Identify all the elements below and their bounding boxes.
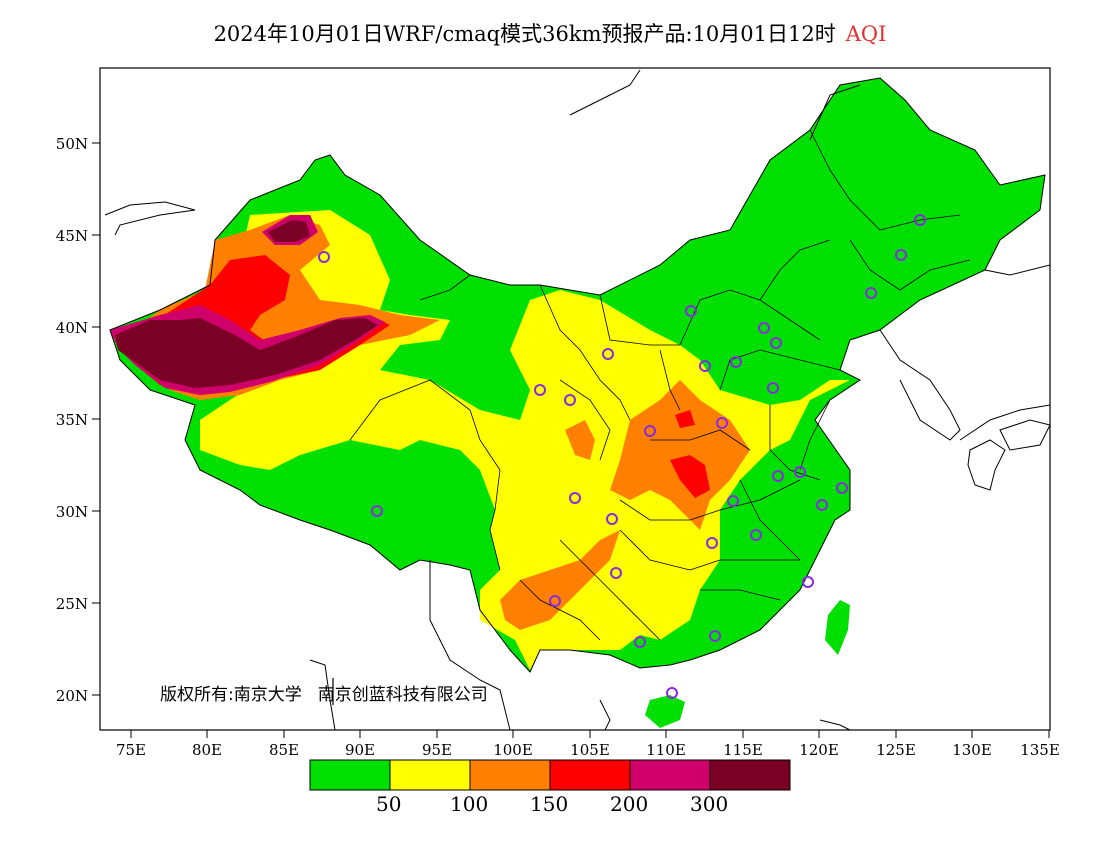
x-tick-label: 115E [723,741,763,759]
legend-label: 150 [530,792,569,816]
region-hainan [645,695,685,728]
x-tick-label: 80E [192,741,222,759]
y-axis [92,142,100,696]
region-usg-central [610,380,750,530]
station-marker [644,425,656,437]
station-marker [816,499,828,511]
station-marker [730,356,742,368]
region-usg-sichuan [565,420,595,460]
y-tick-label: 25N [56,595,88,613]
region-hazardous-north [268,220,310,242]
legend-colorbar [309,759,791,791]
x-axis [130,730,1050,738]
legend-swatch-good [309,759,391,791]
china-border [109,77,1046,673]
station-marker [610,567,622,579]
station-marker [716,417,728,429]
region-unhealthy-central [670,455,710,498]
station-marker [564,394,576,406]
x-tick-label: 120E [799,741,839,759]
title-quantity: AQI [845,22,887,46]
x-tick-label: 125E [876,741,916,759]
copyright: 版权所有:南京大学 南京创蓝科技有限公司 [160,680,488,705]
legend-label: 100 [450,792,489,816]
station-marker [318,251,330,263]
station-marker [606,513,618,525]
copyright-owner-2: 南京创蓝科技有限公司 [317,685,488,705]
x-tick-label: 130E [952,741,992,759]
y-tick-label: 45N [56,227,88,245]
y-tick-label: 30N [56,503,88,521]
region-usg-southwest [500,530,620,630]
station-marker [602,348,614,360]
station-marker [770,337,782,349]
title-main: 2024年10月01日WRF/cmaq模式36km预报产品:10月01日12时 [213,22,836,46]
x-tick-label: 95E [422,741,452,759]
station-marker [727,495,739,507]
station-marker [371,505,383,517]
legend-swatch-hazardous [709,759,791,791]
map-title: 2024年10月01日WRF/cmaq模式36km预报产品:10月01日12时 A… [0,18,1100,48]
station-marker [758,322,770,334]
station-marker [802,576,814,588]
station-marker [634,636,646,648]
legend-swatch-very-unhealthy [629,759,711,791]
legend-swatch-unhealthy [549,759,631,791]
station-marker [772,470,784,482]
station-marker [699,360,711,372]
y-tick-label: 40N [56,319,88,337]
x-tick-label: 75E [116,741,146,759]
y-tick-labels: 50N 45N 40N 35N 30N 25N 20N [56,135,88,705]
legend-swatch-moderate [389,759,471,791]
x-tick-labels: 75E 80E 85E 90E 95E 100E 105E 110E 115E … [116,741,1060,759]
legend-label: 300 [690,792,729,816]
station-marker [569,492,581,504]
map-frame [99,67,1051,731]
y-tick-label: 35N [56,411,88,429]
region-unhealthy-central2 [675,410,695,428]
region-taiwan [825,600,850,655]
region-hazardous [115,318,378,388]
legend-label: 50 [376,792,402,816]
station-marker [549,595,561,607]
y-tick-label: 50N [56,135,88,153]
copyright-owner-1: 版权所有:南京大学 [160,685,302,705]
neighbor-coastlines [104,69,1050,730]
x-tick-label: 105E [570,741,610,759]
x-tick-label: 90E [345,741,375,759]
station-marker [750,529,762,541]
province-boundaries [349,129,971,641]
station-marker [895,249,907,261]
station-marker [666,687,678,699]
x-tick-label: 85E [269,741,299,759]
station-marker [836,482,848,494]
station-marker [767,382,779,394]
x-tick-label: 135E [1020,741,1060,759]
legend-swatch-usg [469,759,551,791]
station-marker [709,630,721,642]
legend-label: 200 [610,792,649,816]
station-marker [865,287,877,299]
station-marker [685,305,697,317]
y-tick-label: 20N [56,687,88,705]
station-marker [706,537,718,549]
station-marker [534,384,546,396]
x-tick-label: 110E [646,741,686,759]
station-marker [914,214,926,226]
station-marker [794,466,806,478]
x-tick-label: 100E [493,741,533,759]
station-markers [318,214,926,699]
map-plot-area [104,69,1050,730]
